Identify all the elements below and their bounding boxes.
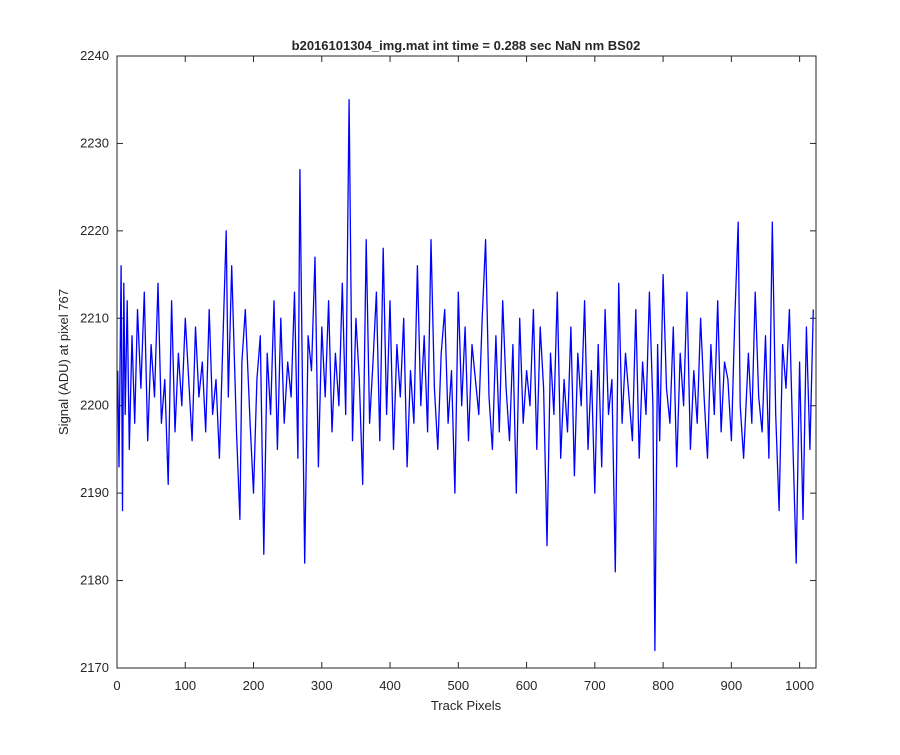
x-tick-label: 400: [379, 678, 401, 693]
x-tick-label: 300: [311, 678, 333, 693]
chart-title: b2016101304_img.mat int time = 0.288 sec…: [292, 38, 641, 53]
y-tick-label: 2240: [80, 48, 109, 63]
y-axis-label: Signal (ADU) at pixel 767: [56, 289, 71, 435]
y-tick-label: 2230: [80, 135, 109, 150]
x-tick-label: 1000: [785, 678, 814, 693]
y-tick-label: 2190: [80, 485, 109, 500]
x-tick-label: 600: [516, 678, 538, 693]
y-tick-label: 2220: [80, 223, 109, 238]
x-tick-label: 0: [113, 678, 120, 693]
y-tick-label: 2200: [80, 398, 109, 413]
x-tick-label: 500: [447, 678, 469, 693]
x-tick-label: 200: [243, 678, 265, 693]
plot-frame: [116, 55, 817, 669]
x-axis-label: Track Pixels: [431, 698, 502, 713]
y-tick-label: 2170: [80, 660, 109, 675]
x-axis-ticks: 0 100 200 300 400 500 600 700 800 900 1000: [113, 56, 814, 693]
series-line: [117, 99, 814, 652]
y-tick-label: 2180: [80, 573, 109, 588]
y-axis-ticks: 2170 2180 2190 2200 2210 2220 2230 2240: [80, 48, 816, 675]
y-tick-label: 2210: [80, 310, 109, 325]
x-tick-label: 700: [584, 678, 606, 693]
x-tick-label: 900: [721, 678, 743, 693]
x-tick-label: 800: [652, 678, 674, 693]
x-tick-label: 100: [174, 678, 196, 693]
